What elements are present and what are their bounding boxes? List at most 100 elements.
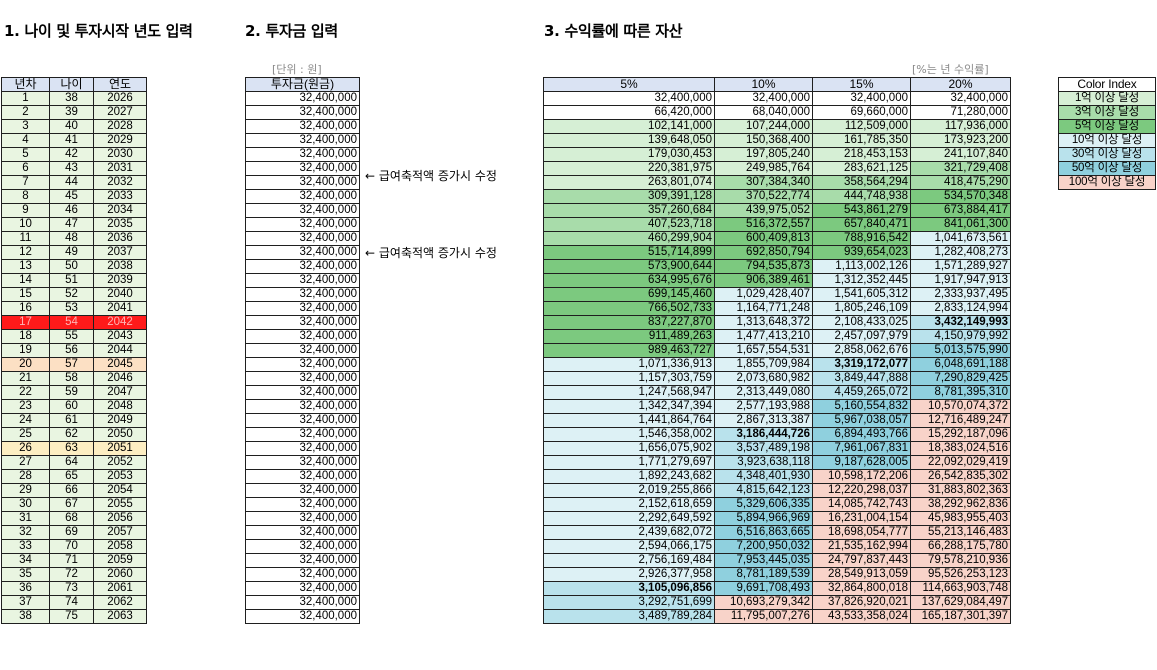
asset-value-cell: 220,381,975 xyxy=(543,161,715,176)
section-title-age-input: 1. 나이 및 투자시작 년도 입력 xyxy=(4,22,193,40)
table-row: 2,756,169,484 7,953,445,035 24,797,837,443… xyxy=(543,553,1011,568)
table-row: 5 42 2030 xyxy=(1,147,147,162)
asset-value-cell: 26,542,835,302 xyxy=(910,469,1011,484)
table-row: 3,292,751,699 10,693,279,342 37,826,920,02… xyxy=(543,595,1011,610)
year-index-cell: 6 xyxy=(1,161,50,176)
age-cell: 46 xyxy=(49,203,94,218)
table-row: 17 54 2042 xyxy=(1,315,147,330)
table-row: 32,400,000 xyxy=(245,357,360,372)
asset-value-cell: 1,892,243,682 xyxy=(543,469,715,484)
asset-value-cell: 1,656,075,902 xyxy=(543,441,715,456)
asset-value-cell: 12,716,489,247 xyxy=(910,413,1011,428)
asset-value-cell: 263,801,074 xyxy=(543,175,715,190)
age-cell: 71 xyxy=(49,553,94,568)
asset-value-cell: 2,858,062,676 xyxy=(812,343,911,358)
year-index-cell: 32 xyxy=(1,525,50,540)
asset-value-cell: 1,157,303,759 xyxy=(543,371,715,386)
table-row: 766,502,733 1,164,771,248 1,805,246,109 2,8… xyxy=(543,301,1011,316)
table-row: 32,400,000 xyxy=(245,371,360,386)
year-cell: 2042 xyxy=(93,315,147,330)
investment-cell: 32,400,000 xyxy=(245,427,360,442)
year-index-cell: 38 xyxy=(1,609,50,624)
asset-value-cell: 4,815,642,123 xyxy=(714,483,813,498)
table-row: 32,400,000 xyxy=(245,567,360,582)
table-row: 36 73 2061 xyxy=(1,581,147,596)
column-header: 15% xyxy=(812,77,911,92)
table-row: 32,400,000 xyxy=(245,595,360,610)
year-index-cell: 14 xyxy=(1,273,50,288)
table-row: 1,071,336,913 1,855,709,984 3,319,172,077 6… xyxy=(543,357,1011,372)
asset-value-cell: 8,781,395,310 xyxy=(910,385,1011,400)
age-cell: 43 xyxy=(49,161,94,176)
table-row: 179,030,453 197,805,240 218,453,153 241,107… xyxy=(543,147,1011,162)
year-index-cell: 11 xyxy=(1,231,50,246)
asset-value-cell: 107,244,000 xyxy=(714,119,813,134)
asset-value-cell: 2,292,649,592 xyxy=(543,511,715,526)
table-row: 32,400,000 xyxy=(245,427,360,442)
table-row: 32,400,000 xyxy=(245,203,360,218)
year-cell: 2045 xyxy=(93,357,147,372)
year-index-cell: 4 xyxy=(1,133,50,148)
asset-value-cell: 102,141,000 xyxy=(543,119,715,134)
investment-cell: 32,400,000 xyxy=(245,609,360,624)
investment-cell: 32,400,000 xyxy=(245,371,360,386)
asset-value-cell: 66,288,175,780 xyxy=(910,539,1011,554)
year-index-cell: 10 xyxy=(1,217,50,232)
year-cell: 2055 xyxy=(93,497,147,512)
asset-value-cell: 2,019,255,866 xyxy=(543,483,715,498)
legend-row: 10억 이상 달성 xyxy=(1058,133,1156,148)
asset-value-cell: 1,805,246,109 xyxy=(812,301,911,316)
asset-value-cell: 6,048,691,188 xyxy=(910,357,1011,372)
year-cell: 2029 xyxy=(93,133,147,148)
table-row: 10 47 2035 xyxy=(1,217,147,232)
asset-value-cell: 43,533,358,024 xyxy=(812,609,911,624)
asset-value-cell: 358,564,294 xyxy=(812,175,911,190)
asset-value-cell: 2,594,066,175 xyxy=(543,539,715,554)
year-index-cell: 30 xyxy=(1,497,50,512)
asset-value-cell: 3,537,489,198 xyxy=(714,441,813,456)
table-row: 1,771,279,697 3,923,638,118 9,187,628,005 2… xyxy=(543,455,1011,470)
asset-value-cell: 837,227,870 xyxy=(543,315,715,330)
investment-cell: 32,400,000 xyxy=(245,161,360,176)
table-row: 30 67 2055 xyxy=(1,497,147,512)
table-row: 3 40 2028 xyxy=(1,119,147,134)
asset-value-cell: 2,926,377,958 xyxy=(543,567,715,582)
asset-value-cell: 7,961,067,831 xyxy=(812,441,911,456)
table-row: 35 72 2060 xyxy=(1,567,147,582)
table-row: 66,420,000 68,040,000 69,660,000 71,280,000 xyxy=(543,105,1011,120)
table-row: 8 45 2033 xyxy=(1,189,147,204)
asset-value-cell: 1,477,413,210 xyxy=(714,329,813,344)
asset-value-cell: 370,522,774 xyxy=(714,189,813,204)
column-header: 5% xyxy=(543,77,715,92)
year-index-cell: 35 xyxy=(1,567,50,582)
table-row: 2 39 2027 xyxy=(1,105,147,120)
table-row: 515,714,899 692,850,794 939,654,023 1,282,4… xyxy=(543,245,1011,260)
table-row: 139,648,050 150,368,400 161,785,350 173,923… xyxy=(543,133,1011,148)
asset-value-cell: 2,867,313,387 xyxy=(714,413,813,428)
age-cell: 47 xyxy=(49,217,94,232)
year-cell: 2041 xyxy=(93,301,147,316)
year-cell: 2044 xyxy=(93,343,147,358)
asset-value-cell: 112,509,000 xyxy=(812,119,911,134)
asset-value-cell: 179,030,453 xyxy=(543,147,715,162)
year-cell: 2043 xyxy=(93,329,147,344)
asset-value-cell: 3,923,638,118 xyxy=(714,455,813,470)
year-index-cell: 21 xyxy=(1,371,50,386)
year-index-cell: 24 xyxy=(1,413,50,428)
asset-value-cell: 2,457,097,979 xyxy=(812,329,911,344)
year-cell: 2056 xyxy=(93,511,147,526)
asset-value-cell: 139,648,050 xyxy=(543,133,715,148)
table-row: 1,546,358,002 3,186,444,726 6,894,493,766 1… xyxy=(543,427,1011,442)
table-row: 699,145,460 1,029,428,407 1,541,605,312 2,3… xyxy=(543,287,1011,302)
legend-row: 5억 이상 달성 xyxy=(1058,119,1156,134)
asset-value-cell: 32,400,000 xyxy=(812,91,911,106)
year-index-cell: 20 xyxy=(1,357,50,372)
year-index-cell: 12 xyxy=(1,245,50,260)
table-row: 32,400,000 xyxy=(245,609,360,624)
year-cell: 2047 xyxy=(93,385,147,400)
color-index-legend: Color Index 1억 이상 달성 3억 이상 달성 5억 이상 달성 10억 이… xyxy=(1058,77,1156,190)
asset-value-cell: 14,085,742,743 xyxy=(812,497,911,512)
table-row: 32,400,000 xyxy=(245,455,360,470)
investment-cell: 32,400,000 xyxy=(245,595,360,610)
age-cell: 55 xyxy=(49,329,94,344)
